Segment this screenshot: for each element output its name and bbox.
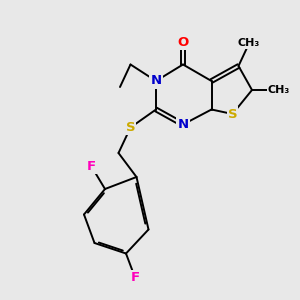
Text: S: S [228, 107, 237, 121]
Text: S: S [126, 121, 135, 134]
Text: F: F [130, 271, 140, 284]
Text: N: N [177, 118, 189, 131]
Text: CH₃: CH₃ [238, 38, 260, 49]
Text: CH₃: CH₃ [268, 85, 290, 95]
Text: F: F [87, 160, 96, 173]
Text: O: O [177, 35, 189, 49]
Text: N: N [150, 74, 162, 88]
